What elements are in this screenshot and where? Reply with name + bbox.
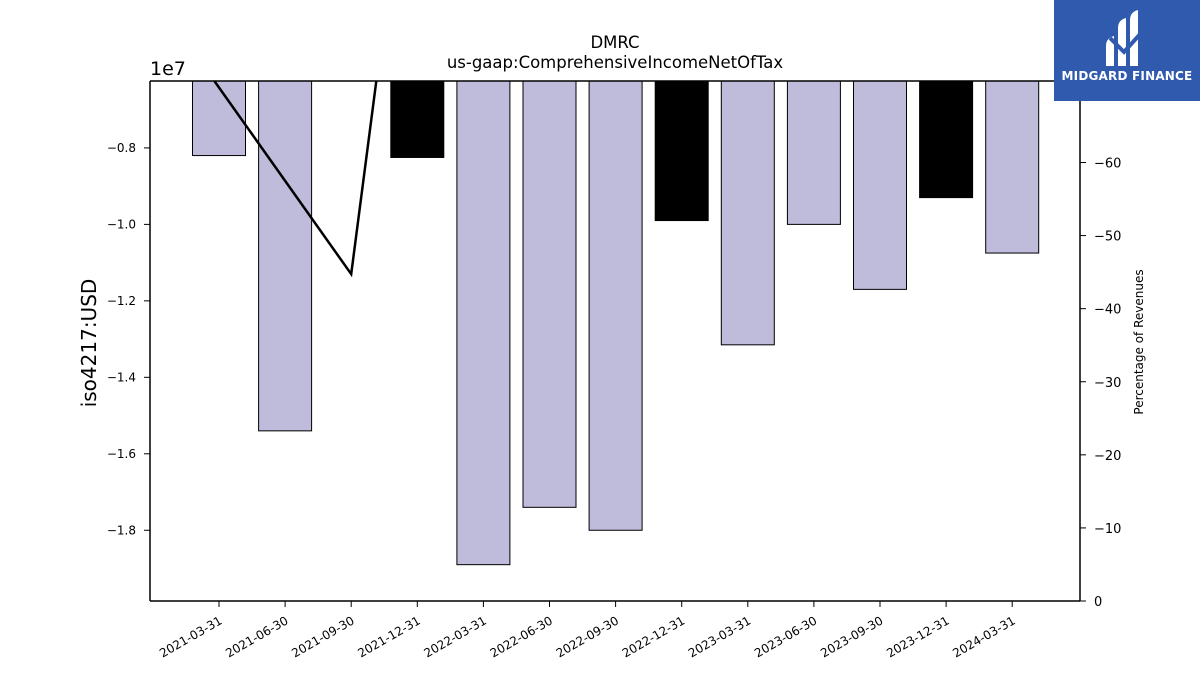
y-tick-label: −1.6	[107, 447, 136, 461]
bar-2022-06-30	[522, 80, 577, 508]
y2-tick-label: −40	[1094, 303, 1121, 318]
bar-2022-09-30	[588, 80, 643, 531]
x-tick-label: 2021-09-30	[289, 613, 356, 660]
x-tick-label: 2023-12-31	[884, 613, 951, 660]
y-axis-offset-label: 1e7	[150, 58, 186, 80]
x-tick-label: 2023-06-30	[752, 613, 819, 660]
x-tick-label: 2022-09-30	[554, 613, 621, 660]
y2-tick-label: −20	[1094, 449, 1121, 464]
bar-2023-09-30	[853, 80, 907, 290]
bars-layer	[192, 80, 1040, 566]
x-tick-label: 2022-12-31	[620, 613, 687, 660]
y2-tick-label: −30	[1094, 376, 1121, 391]
y2-tick-label: −10	[1094, 522, 1121, 537]
brand-logo: MIDGARD FINANCE	[1054, 0, 1200, 101]
bar-2023-06-30	[786, 80, 841, 225]
bar-2021-03-31	[192, 80, 246, 157]
x-tick-label: 2024-03-31	[950, 613, 1017, 660]
bar-2021-12-31	[390, 80, 445, 158]
x-tick-label: 2023-03-31	[686, 613, 753, 660]
bar-2021-06-30	[258, 80, 313, 432]
brand-mark-icon	[1106, 10, 1144, 66]
line-layer	[213, 80, 378, 278]
brand-name: MIDGARD FINANCE	[1061, 69, 1193, 83]
bar-2023-12-31	[919, 80, 974, 199]
chart-title: DMRC	[590, 33, 639, 52]
bar-2023-03-31	[720, 80, 775, 346]
x-tick-label: 2022-03-31	[421, 613, 488, 660]
y2-tick-label: −50	[1094, 230, 1121, 245]
y2-axis-label: Percentage of Revenues	[1132, 269, 1146, 414]
y2-tick-label: −60	[1094, 157, 1121, 172]
line-series	[213, 80, 378, 278]
y-axis-label: iso4217:USD	[77, 279, 101, 408]
y-tick-label: −1.0	[107, 217, 136, 231]
bar-2022-12-31	[654, 80, 709, 222]
y-tick-label: −1.8	[107, 523, 136, 537]
y-tick-label: −1.4	[107, 370, 136, 384]
x-tick-label: 2023-09-30	[818, 613, 885, 660]
chart-subtitle: us-gaap:ComprehensiveIncomeNetOfTax	[447, 53, 784, 72]
x-tick-label: 2022-06-30	[488, 613, 555, 660]
x-tick-label: 2021-03-31	[157, 613, 224, 660]
y-tick-label: −1.2	[107, 294, 136, 308]
y-tick-label: −0.8	[107, 141, 136, 155]
bar-2024-03-31	[985, 80, 1040, 254]
x-tick-label: 2021-12-31	[355, 613, 422, 660]
bar-2022-03-31	[456, 80, 511, 566]
y2-tick-label: 0	[1094, 595, 1102, 610]
x-tick-label: 2021-06-30	[223, 613, 290, 660]
